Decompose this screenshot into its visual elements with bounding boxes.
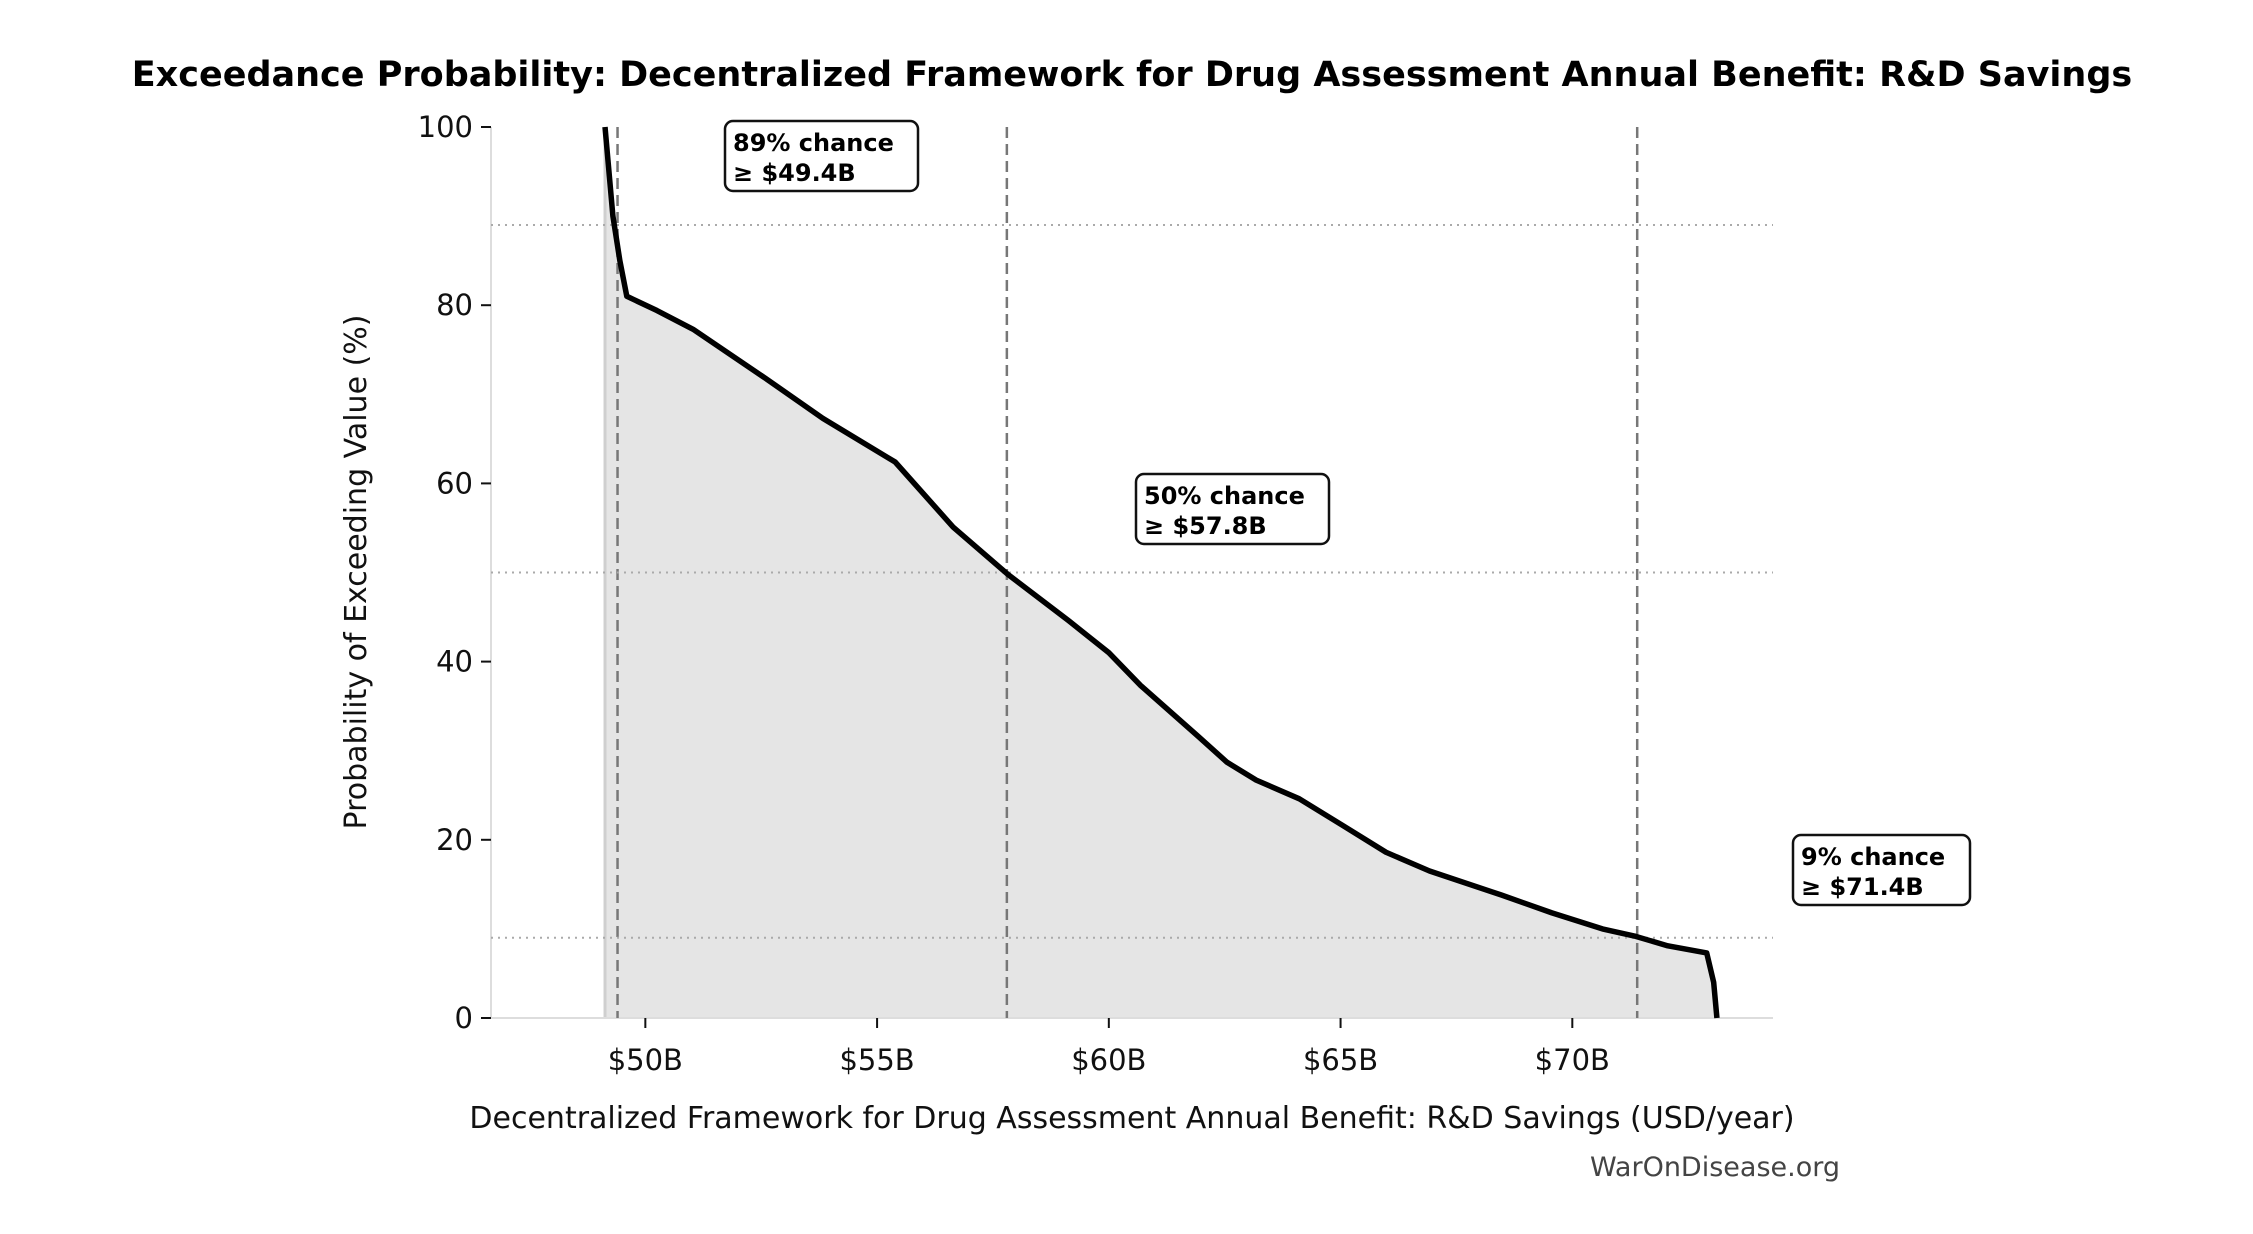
annotation-line2: ≥ $71.4B — [1801, 873, 1924, 901]
plot-area: $50B $55B $60B $65B $70B 0 20 40 60 80 100 89% chan… — [418, 110, 1972, 1077]
y-tick-label: 60 — [436, 466, 473, 500]
watermark: WarOnDisease.org — [1590, 1152, 1840, 1183]
y-tick-label: 40 — [436, 645, 473, 679]
y-axis-label: Probability of Exceeding Value (%) — [339, 315, 374, 830]
annotation-box: 89% chance≥ $49.4B — [723, 119, 920, 193]
annotation-border — [723, 119, 920, 193]
x-tick-label: $50B — [608, 1043, 683, 1077]
x-tick-label: $65B — [1303, 1043, 1378, 1077]
annotation-line2: ≥ $49.4B — [733, 159, 856, 187]
annotation-box: 50% chance≥ $57.8B — [1134, 472, 1331, 546]
area-fill — [605, 127, 1717, 1018]
x-tick-label: $60B — [1071, 1043, 1146, 1077]
x-axis-label: Decentralized Framework for Drug Assessm… — [469, 1101, 1794, 1136]
annotation-border — [1134, 472, 1331, 546]
annotation-border — [1791, 833, 1972, 907]
y-tick-label: 100 — [418, 110, 473, 144]
y-tick-label: 80 — [436, 288, 473, 322]
annotation-line2: ≥ $57.8B — [1144, 512, 1267, 540]
x-tick-label: $55B — [839, 1043, 914, 1077]
exceedance-curve — [602, 126, 1720, 1019]
x-tick-label: $70B — [1535, 1043, 1610, 1077]
annotation-line1: 9% chance — [1801, 843, 1945, 871]
y-tick-label: 20 — [436, 823, 473, 857]
y-tick-label: 0 — [455, 1001, 473, 1035]
annotation-line1: 89% chance — [733, 129, 894, 157]
annotation-box: 9% chance≥ $71.4B — [1791, 833, 1972, 907]
chart-title: Exceedance Probability: Decentralized Fr… — [132, 55, 2132, 95]
annotation-line1: 50% chance — [1144, 482, 1305, 510]
